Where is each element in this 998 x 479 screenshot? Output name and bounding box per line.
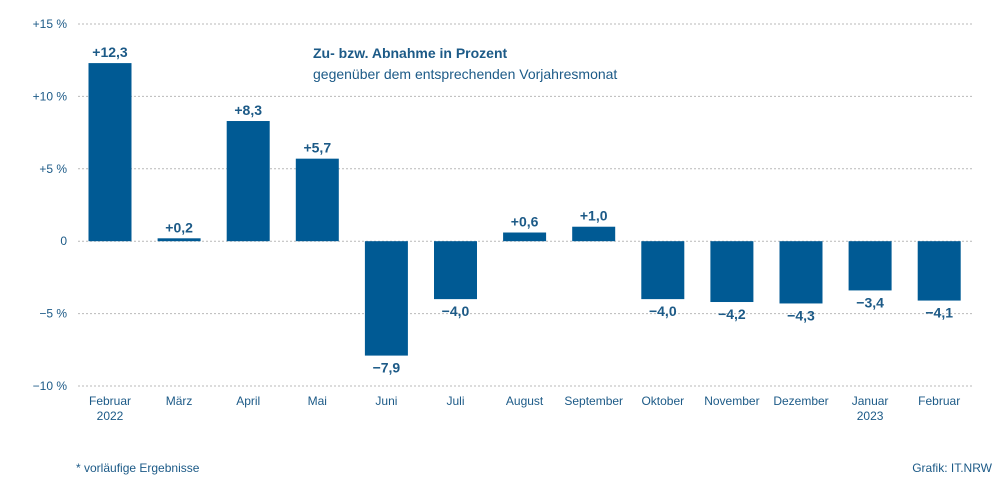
- x-tick-label: 2023: [857, 409, 884, 423]
- chart-subtitle: gegenüber dem entsprechenden Vorjahresmo…: [313, 66, 618, 82]
- bar-value-label: −4,0: [442, 303, 470, 319]
- footnote: * vorläufige Ergebnisse: [76, 461, 200, 475]
- x-tick-label: November: [704, 394, 759, 408]
- y-tick-label: +10 %: [33, 89, 68, 103]
- y-tick-label: −10 %: [33, 379, 68, 393]
- bar-value-label: +12,3: [92, 44, 128, 60]
- bar-value-label: −4,3: [787, 307, 815, 323]
- bar: [572, 226, 616, 242]
- bar-value-label: −4,2: [718, 306, 746, 322]
- bar: [434, 241, 477, 300]
- bar: [710, 241, 754, 303]
- y-tick-label: +15 %: [33, 17, 68, 31]
- bar-value-label: +5,7: [303, 140, 331, 156]
- y-tick-label: 0: [60, 234, 67, 248]
- x-tick-label: Mai: [308, 394, 327, 408]
- bar-value-label: −7,9: [373, 360, 401, 376]
- x-tick-label: Juli: [446, 394, 464, 408]
- x-tick-label: Oktober: [641, 394, 684, 408]
- x-tick-label: Dezember: [773, 394, 828, 408]
- x-tick-label: 2022: [97, 409, 124, 423]
- x-tick-label: März: [166, 394, 193, 408]
- x-tick-label: Januar: [852, 394, 889, 408]
- bar: [88, 63, 132, 242]
- x-tick-label: April: [236, 394, 260, 408]
- bar: [295, 158, 339, 242]
- graphic-credit: Grafik: IT.NRW: [912, 461, 992, 475]
- x-tick-label: Juni: [375, 394, 397, 408]
- x-tick-label: Februar: [918, 394, 960, 408]
- bar: [917, 241, 961, 301]
- bar: [641, 241, 685, 300]
- bar: [848, 241, 892, 291]
- y-axis-ticks: +15 % +10 % +5 % 0 −5 % −10 %: [33, 17, 68, 393]
- bar: [157, 238, 201, 242]
- y-tick-label: −5 %: [39, 307, 67, 321]
- x-tick-label: September: [564, 394, 623, 408]
- bar-value-label: −4,1: [925, 305, 953, 321]
- bar: [226, 121, 270, 242]
- bar-value-label: +0,2: [165, 219, 193, 235]
- y-tick-label: +5 %: [39, 162, 67, 176]
- x-tick-label: August: [506, 394, 544, 408]
- value-labels: +12,3 +0,2 +8,3 +5,7 −7,9 −4,0 +0,6 +1,0 −4,0 −4,…: [92, 44, 953, 375]
- x-tick-label: Februar: [89, 394, 131, 408]
- bar-value-label: +0,6: [511, 214, 539, 230]
- bar: [779, 241, 823, 304]
- chart-title: Zu- bzw. Abnahme in Prozent: [313, 45, 508, 61]
- bar-value-label: +8,3: [234, 102, 262, 118]
- bar: [503, 232, 547, 242]
- bar-value-label: −3,4: [856, 294, 884, 310]
- bar-value-label: −4,0: [649, 303, 677, 319]
- bar-value-label: +1,0: [580, 208, 608, 224]
- bar: [364, 241, 408, 356]
- bars: [88, 63, 961, 356]
